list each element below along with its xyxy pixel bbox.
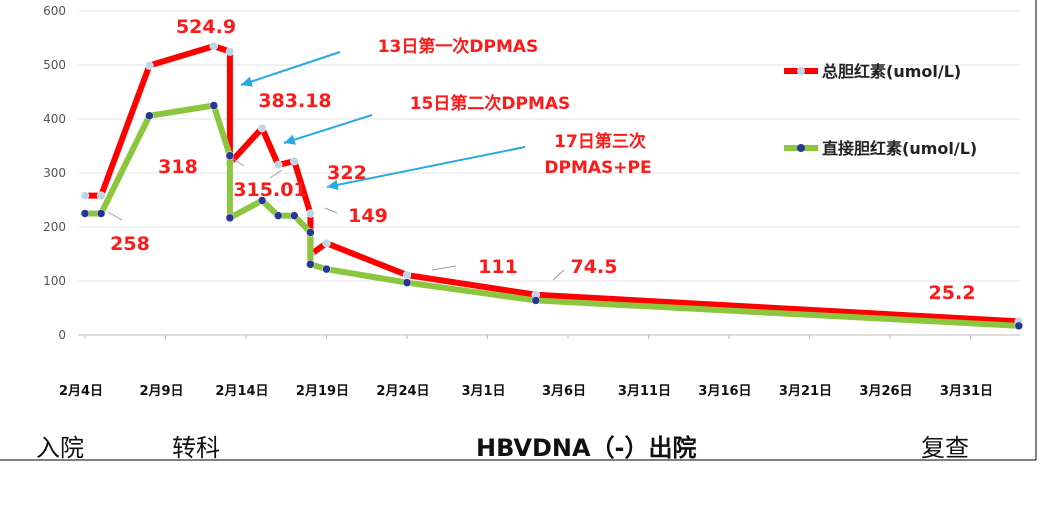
y-tick-label: 500 (43, 58, 66, 72)
total-bilirubin-point (257, 123, 267, 133)
total-bilirubin-point (96, 191, 106, 200)
total-bilirubin-point (225, 47, 235, 56)
value-label: 111 (478, 256, 518, 278)
direct-bilirubin-point (290, 211, 299, 220)
total-bilirubin-point (209, 41, 219, 51)
annotation-label: DPMAS+PE (544, 158, 651, 178)
total-bilirubin-point (402, 270, 412, 280)
total-bilirubin-point (145, 61, 154, 70)
annotation-arrow-head (241, 76, 253, 87)
bottom-label-discharge: HBVDNA（-）出院 (476, 434, 697, 462)
direct-bilirubin-point (1014, 321, 1024, 331)
x-tick-label: 2月19日 (296, 384, 349, 399)
value-label: 149 (348, 205, 388, 227)
x-tick-label: 2月9日 (139, 384, 183, 399)
direct-bilirubin-point (322, 264, 331, 274)
total-bilirubin-point (80, 191, 90, 200)
annotation-arrow-head (284, 134, 296, 145)
direct-bilirubin-point (402, 278, 412, 287)
direct-bilirubin-point (306, 260, 315, 269)
legend-marker (797, 67, 805, 75)
direct-bilirubin-point (225, 151, 235, 160)
bottom-label-transfer: 转科 (172, 434, 220, 462)
y-tick-label: 0 (58, 328, 66, 342)
total-bilirubin-point (322, 238, 331, 248)
x-tick-label: 3月31日 (940, 384, 993, 399)
x-tick-label: 2月24日 (376, 384, 429, 399)
annotation-arrow (240, 51, 341, 86)
direct-bilirubin-point (273, 211, 283, 220)
leader-line (324, 207, 338, 214)
x-tick-label: 3月6日 (542, 384, 586, 399)
legend-label: 总胆红素(umol/L) (822, 62, 961, 81)
annotation-label: 13日第一次DPMAS (378, 36, 539, 57)
direct-bilirubin-point (257, 196, 267, 205)
direct-bilirubin-point (209, 101, 219, 110)
annotation-label: 17日第三次 (554, 131, 646, 152)
direct-bilirubin-point (96, 209, 106, 218)
legend-label: 直接胆红素(umol/L) (822, 139, 977, 158)
total-bilirubin-point (306, 209, 315, 218)
value-label: 74.5 (571, 256, 618, 278)
bottom-label-recheck: 复查 (921, 434, 969, 462)
x-tick-label: 3月21日 (779, 384, 832, 399)
x-tick-label: 2月14日 (215, 384, 268, 399)
bottom-label-admit: 入院 (36, 434, 84, 462)
x-tick-label: 3月26日 (859, 384, 912, 399)
value-label: 322 (327, 162, 367, 184)
value-label: 315.01 (233, 179, 306, 201)
x-tick-label: 3月16日 (698, 384, 751, 399)
leader-line (431, 265, 457, 271)
x-tick-label: 2月4日 (59, 384, 103, 399)
leader-line (269, 169, 283, 179)
y-tick-label: 100 (43, 274, 66, 288)
total-bilirubin-point (273, 160, 283, 170)
y-tick-label: 400 (43, 112, 66, 126)
direct-bilirubin-point (145, 111, 154, 121)
value-label: 25.2 (929, 282, 976, 304)
total-bilirubin-point (290, 156, 299, 166)
annotation-label: 15日第二次DPMAS (410, 93, 571, 114)
value-label: 383.18 (258, 90, 331, 112)
total-bilirubin-line (85, 43, 1019, 325)
y-tick-label: 200 (43, 220, 66, 234)
value-label: 524.9 (176, 16, 236, 38)
leader-line (107, 211, 123, 221)
value-label: 318 (158, 156, 198, 178)
annotation-arrow-head (327, 179, 339, 190)
y-tick-label: 300 (43, 166, 66, 180)
leader-line (231, 157, 245, 167)
annotation-arrow (283, 114, 373, 144)
direct-bilirubin-point (531, 296, 541, 305)
value-label: 258 (110, 233, 150, 255)
leader-line (552, 269, 565, 281)
annotation-arrow (326, 146, 526, 188)
x-tick-label: 3月1日 (461, 384, 505, 399)
legend-marker (797, 144, 805, 152)
direct-bilirubin-point (306, 228, 315, 237)
direct-bilirubin-point (80, 209, 90, 218)
direct-bilirubin-point (225, 213, 235, 223)
y-tick-label: 600 (43, 4, 66, 18)
x-tick-label: 3月11日 (618, 384, 671, 399)
